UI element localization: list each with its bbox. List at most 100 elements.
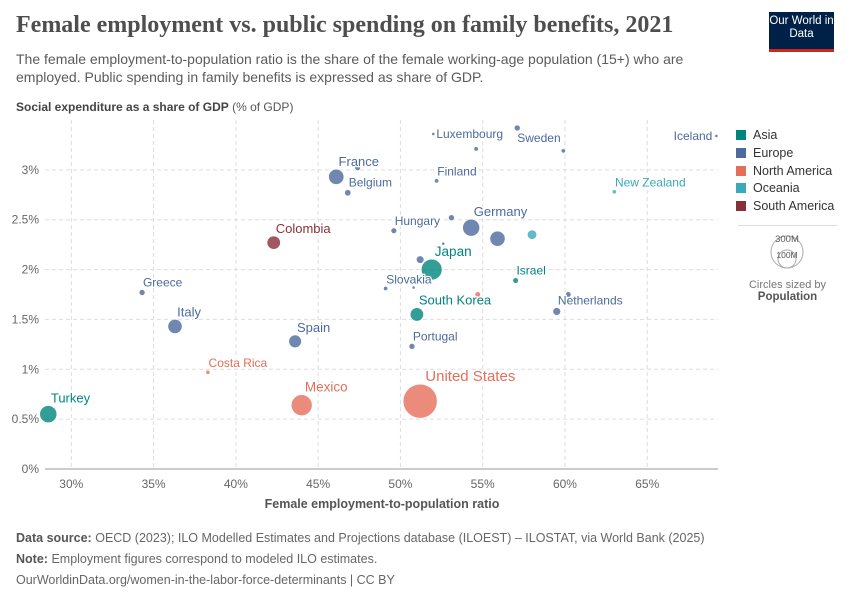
point-label: Spain: [297, 320, 330, 335]
x-axis-label: Female employment-to-population ratio: [265, 497, 500, 511]
data-point: [411, 285, 416, 290]
data-point: [448, 214, 455, 222]
owid-logo[interactable]: Our World in Data: [769, 12, 834, 52]
source-url[interactable]: OurWorldinData.org/women-in-the-labor-fo…: [16, 573, 395, 587]
logo-text: Our World in Data: [769, 15, 834, 40]
size-legend-circles: 300M 100M: [770, 234, 804, 269]
point-label: Germany: [474, 204, 528, 219]
size-legend-small: 100M: [776, 250, 797, 260]
data-point: [513, 124, 521, 132]
data-point: [473, 146, 479, 152]
point-label: South Korea: [419, 293, 492, 308]
legend-item-north-america[interactable]: North America: [736, 164, 832, 178]
legend-item-asia[interactable]: Asia: [736, 128, 777, 142]
data-point: [489, 230, 506, 247]
x-tick-label: 50%: [388, 477, 412, 491]
point-label: Costa Rica: [209, 356, 268, 370]
point-label: Portugal: [413, 329, 458, 343]
point-label: Israel: [516, 264, 545, 278]
point-label: Slovakia: [386, 272, 432, 286]
point-label: Finland: [437, 165, 476, 179]
data-point: [383, 286, 389, 291]
data-point: [416, 255, 425, 264]
legend-swatch: [736, 147, 746, 158]
y-tick-label: 1.5%: [12, 312, 40, 326]
data-point: [434, 178, 440, 184]
data-point: [552, 307, 561, 316]
x-tick-label: 30%: [59, 477, 83, 491]
data-point: [167, 318, 183, 334]
x-tick-label: 35%: [142, 477, 166, 491]
y-tick-label: 0%: [22, 462, 40, 476]
legend-item-oceania[interactable]: Oceania: [736, 181, 800, 195]
point-label: Japan: [435, 244, 472, 259]
point-label: Mexico: [305, 380, 348, 395]
data-point: [714, 134, 719, 138]
data-point: [420, 258, 443, 281]
legend-item-south-america[interactable]: South America: [736, 199, 834, 213]
chart-subtitle: The female employment-to-population rati…: [16, 51, 684, 85]
data-point: [611, 189, 617, 195]
data-point: [288, 334, 302, 349]
point-label: New Zealand: [615, 176, 686, 190]
size-legend-large: 300M: [775, 234, 799, 245]
point-label: Belgium: [349, 176, 392, 190]
data-point: [409, 307, 424, 322]
legend-swatch: [736, 165, 746, 176]
data-point: [328, 168, 345, 185]
y-axis-label: Social expenditure as a share of GDP (% …: [16, 100, 293, 114]
y-tick-label: 2%: [22, 263, 40, 277]
data-point: [474, 291, 481, 298]
point-label: Hungary: [395, 214, 440, 228]
legend-label: North America: [753, 163, 833, 178]
y-tick-label: 2.5%: [12, 213, 40, 227]
point-label: Iceland: [674, 129, 713, 143]
legend-swatch: [736, 183, 746, 194]
y-tick-label: 1%: [22, 362, 40, 376]
source-line: Data source: OECD (2023); ILO Modelled E…: [16, 528, 705, 549]
data-point: [431, 132, 436, 136]
x-tick-label: 45%: [306, 477, 330, 491]
data-point: [138, 289, 146, 296]
size-legend-caption: Circles sized by: [748, 279, 827, 291]
data-point: [512, 277, 519, 284]
x-tick-label: 60%: [553, 477, 577, 491]
point-label: Luxembourg: [436, 127, 503, 141]
size-legend: 300M 100M Circles sized by Population: [730, 225, 845, 303]
point-label: France: [339, 154, 379, 169]
data-point: [565, 291, 572, 298]
note-label: Note:: [16, 552, 48, 566]
size-legend-variable: Population: [757, 291, 818, 303]
point-label: Italy: [177, 304, 201, 319]
point-label: Turkey: [51, 391, 91, 406]
data-point: [290, 394, 313, 416]
data-point: [390, 227, 398, 234]
x-tick-label: 65%: [635, 477, 659, 491]
y-tick-label: 0.5%: [12, 412, 40, 426]
point-label: Greece: [143, 276, 183, 290]
x-tick-label: 55%: [471, 477, 495, 491]
data-point: [462, 218, 481, 237]
y-axis-label-unit: (% of GDP): [232, 100, 294, 114]
source-text: OECD (2023); ILO Modelled Estimates and …: [95, 531, 705, 545]
data-point: [527, 229, 538, 240]
data-point: [560, 148, 566, 154]
data-point: [205, 369, 211, 375]
legend-swatch: [736, 201, 746, 212]
data-point: [266, 235, 281, 250]
point-label: Netherlands: [558, 294, 623, 308]
legend-label: South America: [753, 199, 835, 214]
legend-item-europe[interactable]: Europe: [736, 146, 793, 160]
note-line: Note: Employment figures correspond to m…: [16, 549, 705, 570]
note-text: Employment figures correspond to modeled…: [51, 552, 378, 566]
data-point: [402, 383, 438, 419]
data-point: [354, 164, 361, 171]
x-tick-label: 40%: [224, 477, 248, 491]
chart-title: Female employment vs. public spending on…: [16, 12, 674, 38]
data-point: [39, 405, 58, 424]
data-point: [441, 241, 446, 246]
legend-label: Oceania: [753, 181, 800, 196]
legend-label: Asia: [753, 128, 778, 142]
footer: Data source: OECD (2023); ILO Modelled E…: [16, 528, 705, 591]
